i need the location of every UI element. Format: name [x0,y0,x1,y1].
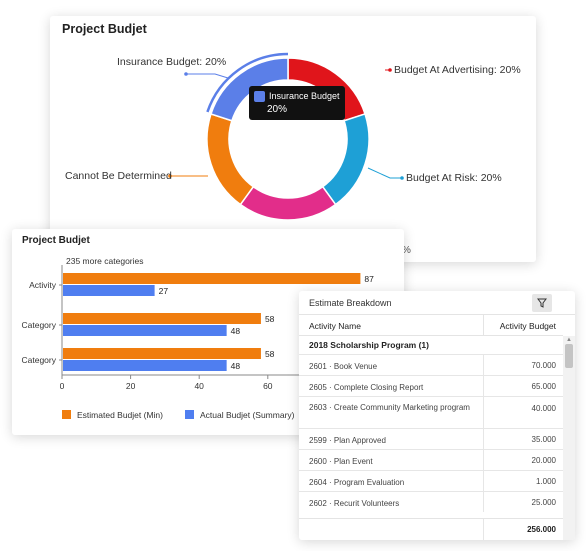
leader-undetermined-dot [168,174,172,178]
table-row[interactable]: 2600 · Plan Event 20.000 [299,449,563,470]
y-category-label: Category [22,355,57,365]
tooltip-value: 20% [267,104,288,115]
column-header-activity-budget[interactable]: Activity Budget [483,315,563,336]
row-budget-value: 1.000 [535,477,556,486]
donut-chart-title: Project Budjet [62,22,147,36]
leader-insurance-dot [184,72,188,76]
row-activity-name: 2604 · Program Evaluation [309,478,405,487]
slice-pink[interactable] [239,185,337,221]
table-row[interactable]: 2603 · Create Community Marketing progra… [299,396,563,428]
filter-button[interactable] [532,294,552,312]
leader-risk-dot [400,176,404,180]
bar-value-label: 58 [265,314,275,324]
bar-chart-title: Project Budjet [22,235,90,246]
x-tick-label: 20 [126,381,136,391]
table-row[interactable]: 2604 · Program Evaluation 1.000 [299,470,563,491]
table-total-row: 256.000 [299,518,563,540]
row-budget-cell: 20.000 [483,450,563,470]
column-header-activity-name[interactable]: Activity Name [309,321,361,331]
legend-label-estimated: Estimated Budjet (Min) [77,410,163,420]
table-row[interactable]: 2599 · Plan Approved 35.000 [299,428,563,449]
slice-undetermined[interactable] [206,113,255,206]
row-activity-name: 2605 · Complete Closing Report [309,383,424,392]
vertical-scrollbar[interactable]: ▲ [563,336,575,540]
row-budget-cell: 65.000 [483,376,563,396]
filter-icon [537,298,547,308]
column-header-budget-label: Activity Budget [499,321,556,331]
bar-value-label: 27 [159,286,169,296]
row-budget-value: 65.000 [531,382,556,391]
slice-highlight-ring [206,52,289,113]
bar-chart: 0 20 40 60 Activity 87 27 Category 58 48 Category 5… [22,265,404,391]
bar-actual[interactable] [63,325,227,336]
scroll-up-icon[interactable]: ▲ [566,337,572,343]
legend-swatch-estimated [62,410,71,419]
bar-value-label: 87 [364,274,374,284]
bar-estimated[interactable] [63,273,361,284]
total-value-cell: 256.000 [483,519,563,540]
row-activity-name: 2600 · Plan Event [309,457,373,466]
row-budget-cell: 25.000 [483,492,563,512]
tooltip-name: Insurance Budget [269,91,340,101]
x-tick-label: 60 [263,381,273,391]
bar-value-label: 48 [231,361,241,371]
leader-advertising-dot [388,68,392,72]
donut-chart-card: Project Budjet Insurance Budget: 20% Bud… [50,16,536,262]
bar-actual[interactable] [63,360,227,371]
slice-label-advertising: Budget At Advertising: 20% [394,64,521,76]
more-categories-link[interactable]: 235 more categories [66,256,144,266]
bar-value-label: 48 [231,326,241,336]
total-value: 256.000 [527,525,556,534]
row-budget-value: 40.000 [531,404,556,413]
table-row[interactable]: 2602 · Recurit Volunteers 25.000 [299,491,563,512]
x-tick-label: 40 [194,381,204,391]
table-title: Estimate Breakdown [309,298,392,308]
row-budget-cell: 1.000 [483,471,563,491]
donut-chart [168,52,404,221]
row-budget-value: 70.000 [531,361,556,370]
hidden-label-fragment: % [402,245,411,256]
row-budget-value: 25.000 [531,498,556,507]
y-category-label: Category [22,320,57,330]
row-budget-cell: 40.000 [483,397,563,428]
leader-risk [367,167,402,179]
table-row[interactable]: 2605 · Complete Closing Report 65.000 [299,375,563,396]
legend-label-actual: Actual Budjet (Summary) [200,410,295,420]
bar-estimated[interactable] [63,313,261,324]
slice-label-risk: Budget At Risk: 20% [406,172,502,184]
table-header-bar: Estimate Breakdown [299,291,575,315]
leader-insurance [186,73,229,79]
slice-risk[interactable] [321,113,370,206]
scrollbar-thumb[interactable] [565,344,573,368]
table-column-headers: Activity Name Activity Budget [299,315,563,336]
bar-actual[interactable] [63,285,155,296]
slice-label-undetermined: Cannot Be Determined [65,170,172,182]
x-tick-label: 0 [60,381,65,391]
legend-item-estimated[interactable]: Estimated Budjet (Min) [62,410,163,420]
row-budget-value: 35.000 [531,435,556,444]
tooltip-swatch [254,91,265,102]
legend-swatch-actual [185,410,194,419]
slice-label-insurance: Insurance Budget: 20% [117,56,227,68]
y-category-label: Activity [29,280,57,290]
row-activity-name: 2599 · Plan Approved [309,436,386,445]
row-activity-name: 2603 · Create Community Marketing progra… [309,403,470,412]
row-budget-cell: 70.000 [483,355,563,375]
chart-tooltip: Insurance Budget 20% [249,86,345,120]
row-budget-cell: 35.000 [483,429,563,449]
table-row[interactable]: 2601 · Book Venue 70.000 [299,354,563,375]
legend-item-actual[interactable]: Actual Budjet (Summary) [185,410,294,420]
row-activity-name: 2601 · Book Venue [309,362,378,371]
bar-estimated[interactable] [63,348,261,359]
row-activity-name: 2602 · Recurit Volunteers [309,499,400,508]
bar-value-label: 58 [265,349,275,359]
group-row[interactable]: 2018 Scholarship Program (1) [309,340,429,350]
row-budget-value: 20.000 [531,456,556,465]
estimate-breakdown-card: Estimate Breakdown Activity Name Activit… [299,291,575,540]
